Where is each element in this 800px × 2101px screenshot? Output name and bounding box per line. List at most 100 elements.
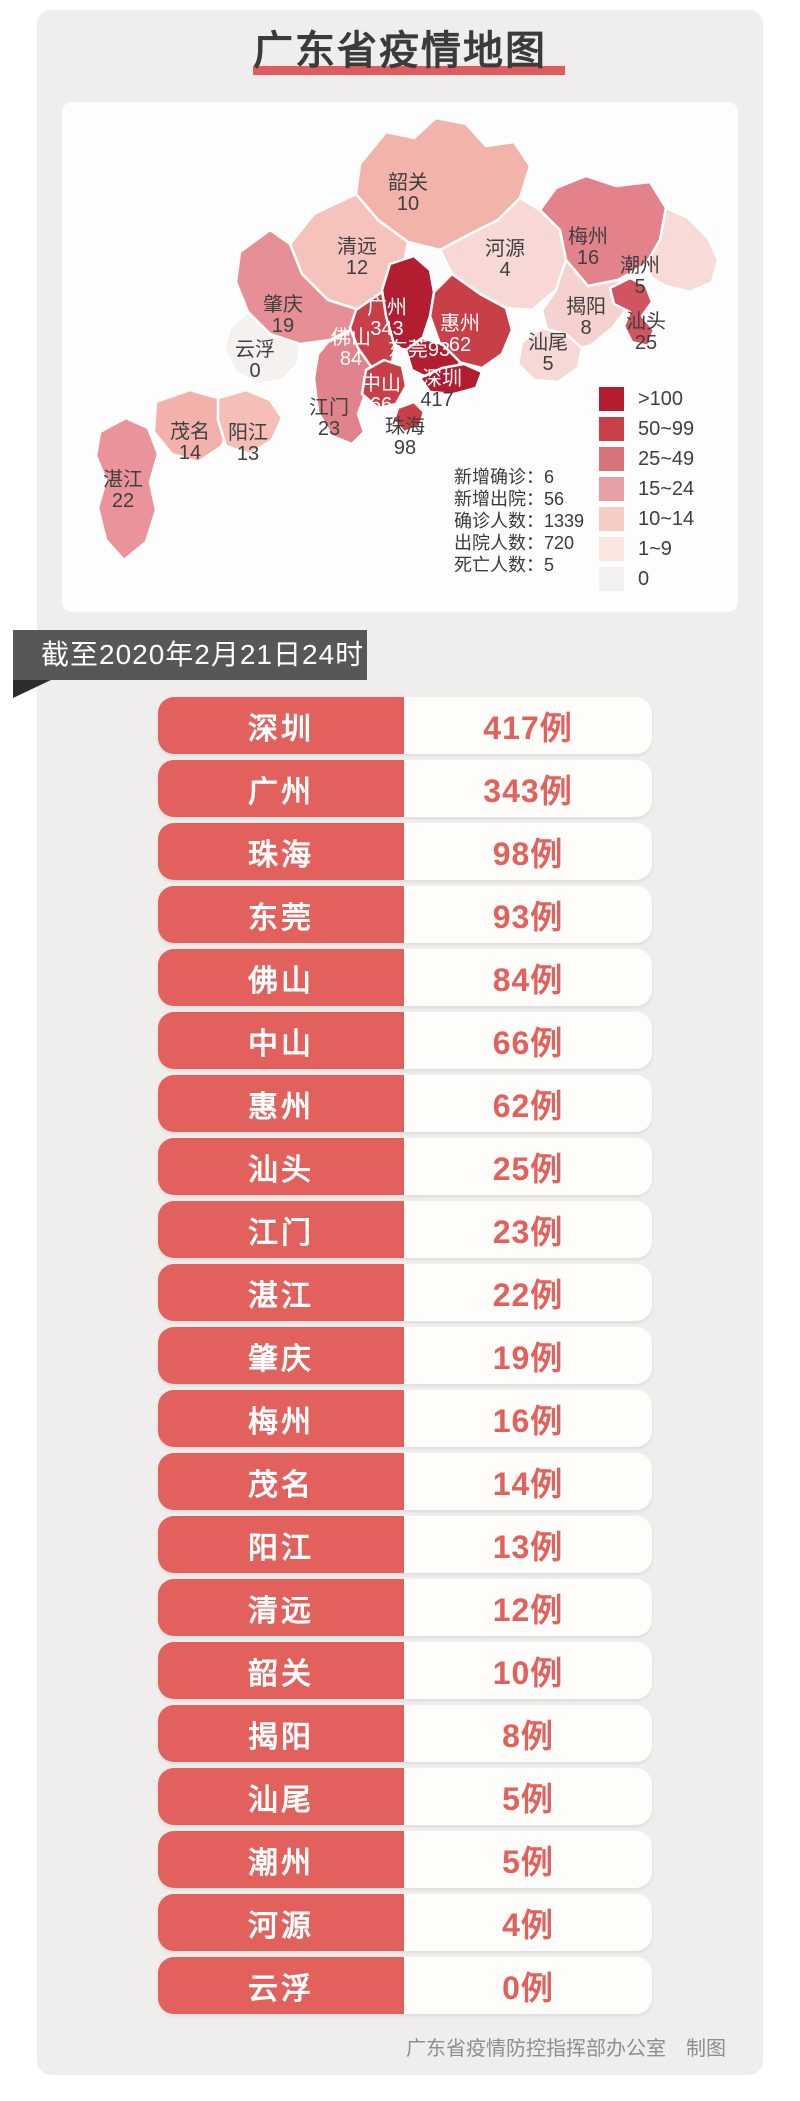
count-cell: 8例 bbox=[404, 1705, 652, 1762]
legend-row: 1~9 bbox=[599, 534, 694, 564]
city-cell: 阳江 bbox=[158, 1516, 404, 1573]
city-cell: 东莞 bbox=[158, 886, 404, 943]
map-label-zhaoqing: 肇庆 19 bbox=[263, 295, 303, 337]
legend-label: 0 bbox=[638, 567, 650, 590]
count-cell: 4例 bbox=[404, 1894, 652, 1951]
count-cell: 343例 bbox=[404, 760, 652, 817]
map-city-name: 潮州 bbox=[620, 255, 660, 277]
city-cell: 韶关 bbox=[158, 1642, 404, 1699]
table-row: 湛江 22例 bbox=[158, 1264, 652, 1321]
map-label-qingyuan: 清远 12 bbox=[337, 237, 377, 279]
table-row: 惠州 62例 bbox=[158, 1075, 652, 1132]
stat-line: 确诊人数：1339 bbox=[454, 511, 585, 531]
table-row: 深圳 417例 bbox=[158, 697, 652, 754]
count-cell: 14例 bbox=[404, 1453, 652, 1510]
case-count: 4例 bbox=[502, 1906, 554, 1943]
map-label-chaozhou: 潮州 5 bbox=[620, 256, 660, 298]
legend-swatch bbox=[599, 417, 624, 441]
region-zhongshan bbox=[360, 358, 408, 410]
map-label-shenzhen: 深圳 bbox=[422, 369, 462, 390]
region-maoming bbox=[152, 388, 232, 464]
region-chaozhou bbox=[644, 206, 720, 294]
map-label-shanwei: 汕尾 5 bbox=[528, 333, 568, 375]
table-row: 潮州 5例 bbox=[158, 1831, 652, 1888]
case-count: 0例 bbox=[502, 1969, 554, 2006]
city-name: 汕尾 bbox=[248, 1783, 314, 1817]
table-row: 中山 66例 bbox=[158, 1012, 652, 1069]
legend-swatch bbox=[599, 447, 624, 471]
case-count: 93例 bbox=[492, 898, 564, 935]
case-count: 13例 bbox=[492, 1528, 564, 1565]
count-cell: 22例 bbox=[404, 1264, 652, 1321]
banner-fold-triangle bbox=[13, 680, 51, 698]
map-city-value: 23 bbox=[317, 418, 341, 440]
map-label-guangzhou: 广州 343 bbox=[367, 298, 407, 340]
map-city-value: 12 bbox=[345, 257, 369, 279]
city-name: 云浮 bbox=[248, 1972, 314, 2006]
case-count: 23例 bbox=[492, 1213, 564, 1250]
map-label-heyuan: 河源 4 bbox=[485, 239, 525, 281]
map-city-value: 16 bbox=[576, 247, 600, 269]
city-cell: 深圳 bbox=[158, 697, 404, 754]
page-title: 广东省疫情地图 bbox=[253, 29, 547, 73]
legend-row: 50~99 bbox=[599, 414, 694, 444]
city-cell: 清远 bbox=[158, 1579, 404, 1636]
guangdong-choropleth-map bbox=[94, 116, 720, 562]
map-city-name: 汕尾 bbox=[528, 332, 568, 354]
title-underline bbox=[253, 66, 565, 75]
city-cell: 惠州 bbox=[158, 1075, 404, 1132]
table-row: 广州 343例 bbox=[158, 760, 652, 817]
stat-line: 新增出院：56 bbox=[454, 489, 565, 509]
map-city-name: 清远 bbox=[337, 236, 377, 258]
map-city-value: 84 bbox=[339, 348, 363, 370]
city-cell: 广州 bbox=[158, 760, 404, 817]
map-label-dongguan: 东莞93 bbox=[388, 340, 450, 361]
table-row: 东莞 93例 bbox=[158, 886, 652, 943]
map-label-shenzhen-value: 417 bbox=[420, 390, 453, 411]
map-label-shaoguan: 韶关 10 bbox=[388, 173, 428, 215]
map-city-value: 22 bbox=[111, 490, 135, 512]
map-city-name: 江门 bbox=[309, 397, 349, 419]
map-label-yunfu: 云浮 0 bbox=[235, 340, 275, 382]
map-city-value: 66 bbox=[369, 394, 393, 416]
count-cell: 10例 bbox=[404, 1642, 652, 1699]
case-count: 19例 bbox=[492, 1339, 564, 1376]
map-legend: >100 50~99 25~49 15~24 10~14 1~9 0 bbox=[599, 384, 694, 594]
map-city-value: 8 bbox=[580, 317, 592, 339]
table-row: 揭阳 8例 bbox=[158, 1705, 652, 1762]
map-label-huizhou: 惠州 62 bbox=[440, 314, 480, 356]
case-count: 5例 bbox=[502, 1843, 554, 1880]
city-name: 韶关 bbox=[248, 1657, 314, 1691]
map-city-name: 广州 bbox=[367, 297, 407, 319]
city-cell: 中山 bbox=[158, 1012, 404, 1069]
legend-swatch bbox=[599, 477, 624, 501]
map-city-value: 93 bbox=[427, 339, 451, 361]
city-name: 肇庆 bbox=[248, 1342, 314, 1376]
map-label-zhongshan: 中山 66 bbox=[361, 374, 401, 416]
legend-swatch bbox=[599, 567, 624, 591]
summary-stats: 新增确诊：6 新增出院：56 确诊人数：1339 出院人数：720 死亡人数：5 bbox=[454, 466, 584, 576]
map-city-name: 韶关 bbox=[388, 172, 428, 194]
credit-footer: 广东省疫情防控指挥部办公室 制图 bbox=[406, 2038, 726, 2060]
map-city-name: 河源 bbox=[485, 238, 525, 260]
map-label-meizhou: 梅州 16 bbox=[568, 227, 608, 269]
count-cell: 5例 bbox=[404, 1768, 652, 1825]
map-city-name: 佛山 bbox=[331, 327, 371, 349]
table-row: 河源 4例 bbox=[158, 1894, 652, 1951]
count-cell: 93例 bbox=[404, 886, 652, 943]
table-row: 江门 23例 bbox=[158, 1201, 652, 1258]
map-city-value: 10 bbox=[396, 193, 420, 215]
stat-line: 出院人数：720 bbox=[454, 533, 575, 553]
map-city-name: 汕头 bbox=[626, 311, 666, 333]
map-city-value: 343 bbox=[370, 318, 404, 340]
city-name: 揭阳 bbox=[248, 1720, 314, 1754]
map-city-value: 98 bbox=[393, 437, 417, 459]
count-cell: 16例 bbox=[404, 1390, 652, 1447]
table-row: 肇庆 19例 bbox=[158, 1327, 652, 1384]
city-name: 汕头 bbox=[248, 1153, 314, 1187]
city-name: 茂名 bbox=[248, 1468, 314, 1502]
map-city-name: 揭阳 bbox=[566, 296, 606, 318]
map-city-value: 14 bbox=[178, 442, 202, 464]
legend-swatch bbox=[599, 387, 624, 411]
table-row: 韶关 10例 bbox=[158, 1642, 652, 1699]
